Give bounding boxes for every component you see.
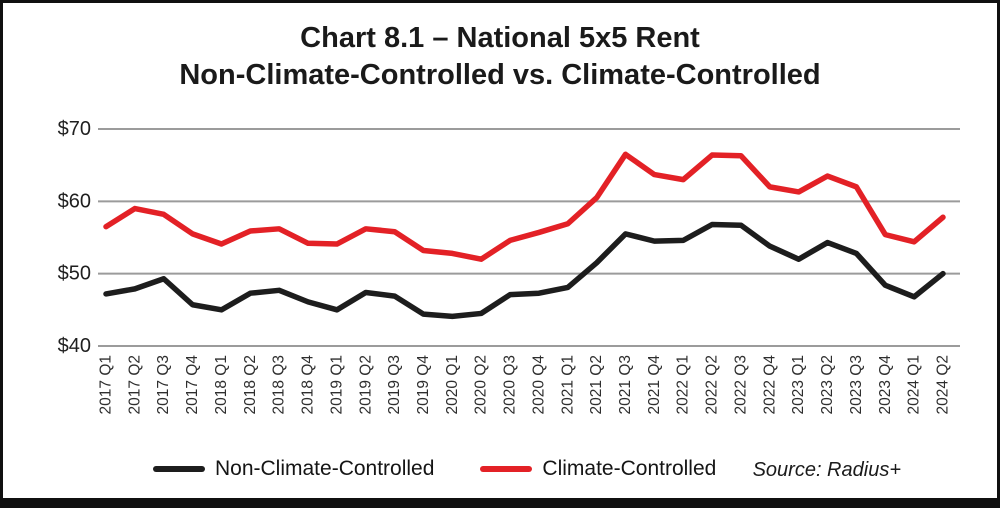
x-tick-label: 2021 Q2 bbox=[588, 355, 605, 414]
y-tick-label: $40 bbox=[58, 335, 91, 357]
legend-label-non-climate-controlled: Non-Climate-Controlled bbox=[215, 457, 435, 480]
x-tick-label: 2019 Q2 bbox=[357, 355, 374, 414]
x-tick-label: 2023 Q4 bbox=[877, 355, 894, 415]
series-line-climate-controlled bbox=[103, 151, 946, 262]
legend-swatch-non-climate-controlled-icon bbox=[153, 466, 205, 472]
x-tick-label: 2020 Q3 bbox=[502, 355, 519, 414]
legend-item-non-climate-controlled: Non-Climate-Controlled bbox=[153, 457, 434, 481]
x-tick-label: 2018 Q1 bbox=[213, 355, 230, 414]
x-tick-label: 2020 Q1 bbox=[444, 355, 461, 414]
x-tick-label: 2017 Q4 bbox=[184, 355, 201, 415]
x-tick-label: 2022 Q2 bbox=[704, 355, 721, 414]
x-tick-label: 2018 Q4 bbox=[300, 355, 317, 415]
x-tick-label: 2022 Q3 bbox=[732, 355, 749, 414]
x-tick-label: 2020 Q2 bbox=[473, 355, 490, 414]
x-tick-label: 2022 Q1 bbox=[675, 355, 692, 414]
x-tick-label: 2024 Q2 bbox=[935, 355, 952, 414]
x-tick-label: 2021 Q3 bbox=[617, 355, 634, 414]
y-tick-label: $60 bbox=[58, 190, 91, 212]
legend-item-climate-controlled: Climate-Controlled bbox=[480, 457, 716, 481]
x-tick-label: 2017 Q3 bbox=[155, 355, 172, 414]
x-tick-label: 2022 Q4 bbox=[761, 355, 778, 415]
x-tick-label: 2023 Q2 bbox=[819, 355, 836, 414]
x-tick-label: 2021 Q4 bbox=[646, 355, 663, 415]
legend-swatch-climate-controlled-icon bbox=[480, 466, 533, 472]
x-tick-label: 2023 Q3 bbox=[848, 355, 865, 414]
series-line-non-climate-controlled bbox=[103, 221, 946, 320]
x-tick-label: 2020 Q4 bbox=[530, 355, 547, 415]
x-tick-label: 2017 Q1 bbox=[98, 355, 115, 414]
chart-title: Chart 8.1 – National 5x5 Rent Non-Climat… bbox=[3, 20, 997, 94]
x-tick-label: 2021 Q1 bbox=[559, 355, 576, 414]
x-tick-label: 2023 Q1 bbox=[790, 355, 807, 414]
x-tick-label: 2024 Q1 bbox=[906, 355, 923, 414]
x-tick-label: 2019 Q1 bbox=[328, 355, 345, 414]
y-tick-label: $70 bbox=[58, 118, 91, 140]
plot-area: $40 $50 $60 $70 2017 Q1 2017 Q2 2017 Q3 2017 Q4… bbox=[58, 118, 960, 415]
x-tick-label: 2018 Q2 bbox=[242, 355, 259, 414]
y-tick-label: $50 bbox=[58, 263, 91, 285]
x-tick-label: 2019 Q3 bbox=[386, 355, 403, 414]
chart-title-line1: Chart 8.1 – National 5x5 Rent bbox=[300, 22, 700, 54]
x-tick-label: 2018 Q3 bbox=[271, 355, 288, 414]
chart-title-line2: Non-Climate-Controlled vs. Climate-Contr… bbox=[179, 59, 821, 91]
legend: Non-Climate-Controlled Climate-Controlle… bbox=[153, 457, 762, 481]
x-tick-label: 2019 Q4 bbox=[415, 355, 432, 415]
source-label: Source: Radius+ bbox=[752, 459, 901, 481]
x-tick-label: 2017 Q2 bbox=[126, 355, 143, 414]
legend-label-climate-controlled: Climate-Controlled bbox=[542, 457, 717, 480]
